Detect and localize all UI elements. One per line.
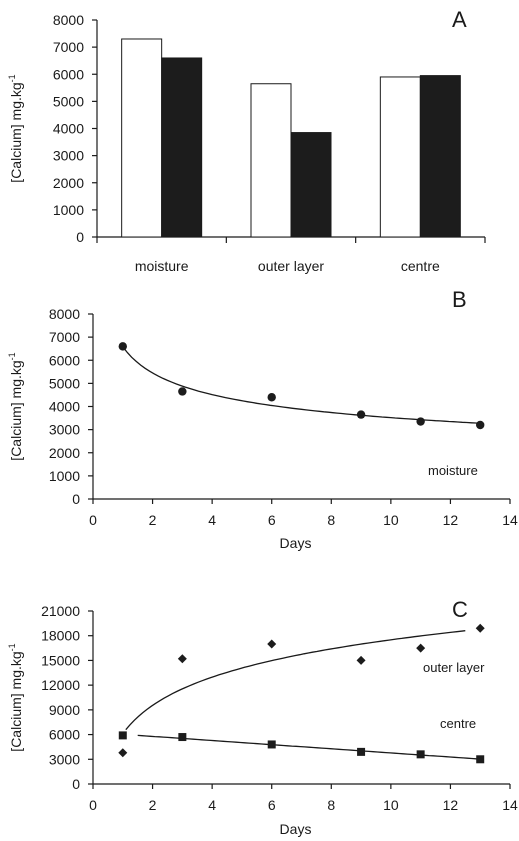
series-label-centre: centre (440, 716, 476, 731)
x-tick-label: 12 (443, 797, 459, 813)
y-axis-title: [Calcium] mg.kg-1 (7, 352, 24, 460)
y-tick-label: 9000 (49, 702, 80, 718)
y-tick-label: 8000 (49, 306, 80, 322)
point-outer-layer (118, 748, 128, 758)
y-tick-label: 1000 (53, 202, 84, 218)
series-label-moisture: moisture (428, 463, 478, 478)
bar-outer-layer-series-1 (250, 83, 292, 238)
series-label-outer-layer: outer layer (423, 660, 485, 675)
x-tick-label: 2 (149, 512, 157, 528)
y-tick-label: 8000 (53, 12, 84, 28)
point-centre (476, 755, 485, 764)
y-tick-label: 3000 (53, 148, 84, 164)
point-moisture (267, 393, 276, 402)
x-tick-label: 6 (268, 512, 276, 528)
y-axis-title: [Calcium] mg.kg-1 (7, 74, 24, 182)
x-category-label: centre (401, 258, 440, 274)
x-axis-title: Days (280, 821, 312, 837)
x-tick-label: 14 (502, 797, 518, 813)
chart-panel-B: B 0 1000 2000 3000 4000 5000 6000 7000 8000 [Calci… (7, 287, 518, 551)
y-tick-label: 6000 (49, 352, 80, 368)
y-axis-title-text: [Calcium] mg.kg (8, 82, 24, 182)
y-tick-label: 3000 (49, 422, 80, 438)
y-axis-title: [Calcium] mg.kg-1 (7, 643, 24, 751)
y-tick-label: 2000 (49, 445, 80, 461)
point-moisture (476, 420, 485, 430)
x-tick-label: 8 (327, 512, 335, 528)
point-outer-layer (177, 654, 187, 664)
x-tick-label: 14 (502, 512, 518, 528)
y-tick-label: 4000 (53, 121, 84, 137)
panel-letter: C (452, 597, 468, 622)
y-tick-label: 12000 (41, 677, 80, 693)
y-axis-title-text: [Calcium] mg.kg (8, 651, 24, 751)
y-tick-label: 7000 (53, 39, 84, 55)
panel-letter: B (452, 287, 467, 312)
y-tick-label: 0 (72, 776, 80, 792)
y-tick-label: 5000 (53, 93, 84, 109)
point-moisture (118, 342, 127, 351)
point-centre (178, 733, 187, 742)
x-category-label: outer layer (258, 258, 324, 274)
x-tick-label: 8 (327, 797, 335, 813)
bar-moisture-series-2 (161, 57, 203, 238)
point-outer-layer (267, 639, 277, 649)
trendline-centre (137, 734, 481, 760)
y-tick-label: 1000 (49, 468, 80, 484)
y-tick-label: 5000 (49, 375, 80, 391)
point-moisture (416, 417, 425, 426)
y-tick-label: 3000 (49, 751, 80, 767)
trendline-moisture (122, 346, 481, 424)
point-centre (357, 747, 366, 756)
y-axis-title-text: [Calcium] mg.kg (8, 360, 24, 460)
y-tick-label: 7000 (49, 329, 80, 345)
point-moisture (178, 387, 187, 396)
point-outer-layer (416, 643, 426, 653)
y-tick-label: 15000 (41, 652, 80, 668)
point-centre (267, 740, 276, 749)
x-tick-label: 6 (268, 797, 276, 813)
y-axis-title-superscript: -1 (7, 643, 17, 651)
x-tick-label: 4 (208, 512, 216, 528)
chart-panel-C: C 0 3000 6000 9000 12000 15000 18000 21000 [Calci… (7, 597, 518, 837)
y-axis-title-superscript: -1 (7, 352, 17, 360)
point-moisture (356, 410, 366, 419)
point-outer-layer (475, 623, 485, 633)
bar-centre-series-1 (379, 76, 421, 238)
bar-centre-series-2 (419, 75, 461, 238)
chart-panel-A: A 0 1000 2000 3000 4000 5000 6000 7000 8000 [Calci… (7, 7, 486, 274)
x-tick-label: 0 (89, 797, 97, 813)
y-tick-label: 4000 (49, 399, 80, 415)
panel-letter: A (452, 7, 467, 32)
x-axis-title: Days (280, 535, 312, 551)
y-tick-label: 21000 (41, 603, 80, 619)
x-tick-label: 12 (443, 512, 459, 528)
trendline-outer-layer (125, 630, 466, 731)
x-tick-label: 0 (89, 512, 97, 528)
x-tick-label: 2 (149, 797, 157, 813)
x-tick-label: 10 (383, 512, 399, 528)
point-centre (118, 731, 127, 740)
y-tick-label: 2000 (53, 175, 84, 191)
point-centre (416, 750, 425, 759)
x-tick-label: 10 (383, 797, 399, 813)
y-tick-label: 18000 (41, 628, 80, 644)
y-tick-label: 0 (76, 229, 84, 245)
y-axis-title-superscript: -1 (7, 74, 17, 82)
bar-moisture-series-1 (121, 38, 163, 238)
bar-outer-layer-series-2 (290, 132, 332, 238)
y-tick-label: 6000 (49, 727, 80, 743)
point-outer-layer (356, 655, 366, 665)
x-category-label: moisture (135, 258, 189, 274)
x-tick-label: 4 (208, 797, 216, 813)
y-tick-label: 6000 (53, 66, 84, 82)
y-tick-label: 0 (72, 491, 80, 507)
